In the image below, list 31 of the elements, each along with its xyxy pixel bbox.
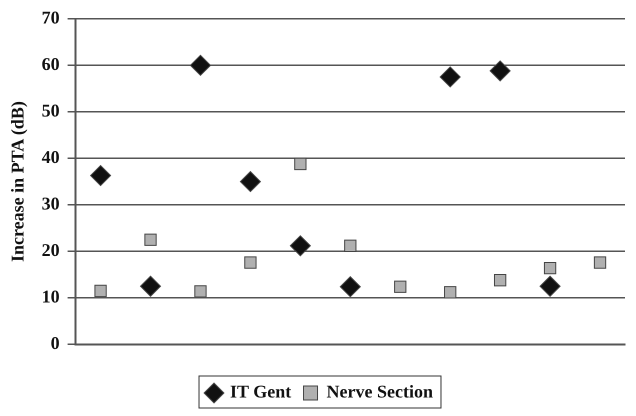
point bbox=[444, 286, 456, 298]
point bbox=[490, 60, 511, 82]
point bbox=[544, 262, 556, 274]
y-tick-label: 70 bbox=[42, 7, 60, 28]
y-tick-label: 10 bbox=[42, 286, 60, 307]
point bbox=[340, 276, 361, 298]
point bbox=[594, 256, 606, 269]
point bbox=[540, 276, 561, 297]
point bbox=[244, 256, 257, 269]
point bbox=[90, 165, 112, 186]
legend-label: Nerve Section bbox=[326, 382, 433, 402]
point bbox=[394, 280, 406, 293]
point bbox=[294, 158, 307, 170]
y-tick-label: 50 bbox=[42, 100, 60, 120]
point bbox=[344, 240, 356, 252]
point bbox=[494, 274, 506, 286]
point bbox=[94, 284, 107, 298]
y-tick-label: 40 bbox=[42, 147, 60, 167]
point bbox=[440, 66, 461, 88]
point bbox=[240, 171, 261, 192]
point bbox=[144, 234, 157, 246]
y-tick-label: 30 bbox=[42, 194, 60, 214]
point bbox=[190, 54, 211, 76]
point bbox=[140, 276, 162, 297]
point bbox=[290, 235, 311, 256]
legend-label: IT Gent bbox=[230, 382, 292, 402]
y-axis-title: Increase in PTA (dB) bbox=[7, 101, 28, 262]
y-tick-label: 20 bbox=[42, 240, 60, 260]
y-tick-label: 60 bbox=[42, 54, 60, 74]
point bbox=[194, 285, 207, 298]
y-tick-label: 0 bbox=[50, 333, 60, 354]
